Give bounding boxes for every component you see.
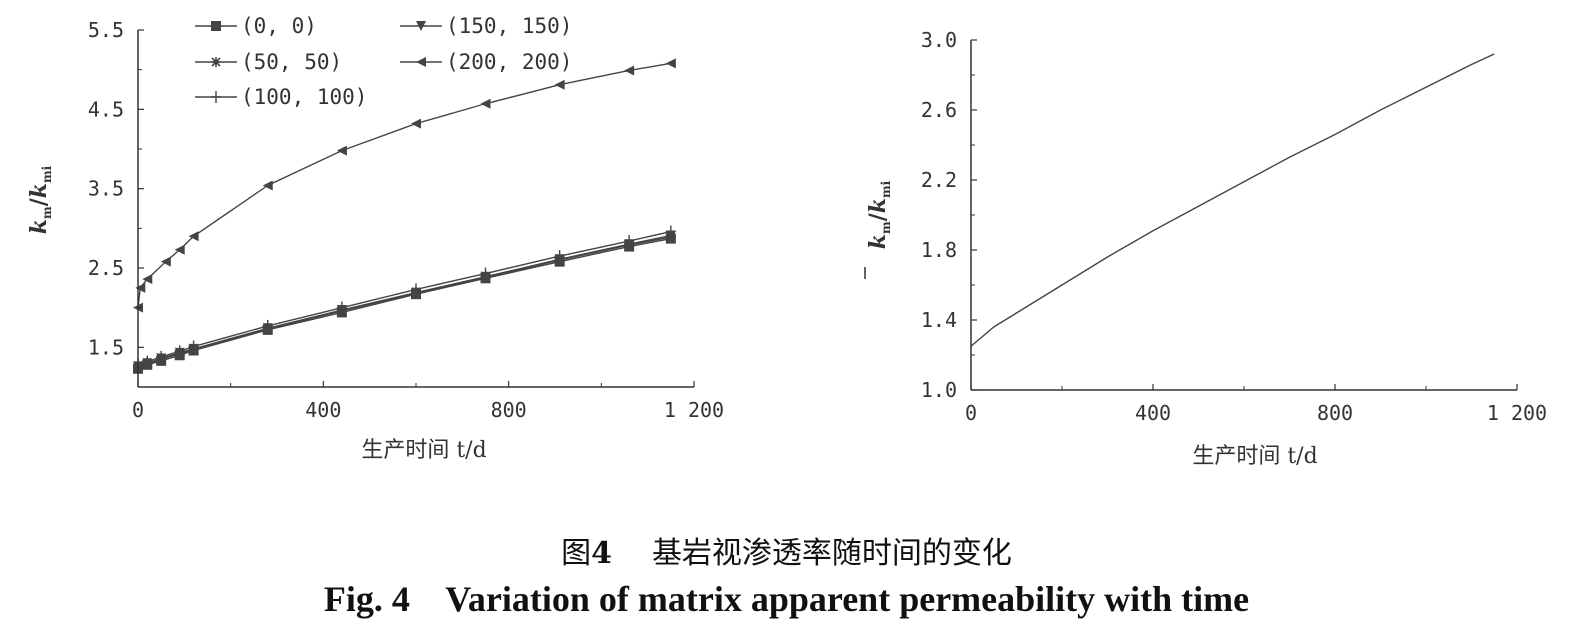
caption-english: Fig. 4 Variation of matrix apparent perm… [0,578,1573,620]
x-axis-title: 生产时间 t/d [1192,444,1317,469]
data-point [188,231,199,242]
data-point [135,282,146,293]
data-point [336,145,347,156]
series-plus [133,225,676,371]
y-axis-title: km/kmi [26,165,54,234]
y-axis-title-k2: k [26,183,52,198]
legend-item: (100, 100) [195,85,367,109]
series-line [137,237,671,370]
x-tick-label: 800 [1317,401,1353,425]
x-tick-label: 400 [1135,401,1171,425]
y-axis-title-sub2: mi [40,165,54,183]
data-point [142,355,153,368]
caption-chinese: 图4 基岩视渗透率随时间的变化 [0,528,1573,572]
series-asterisk [133,232,676,373]
series-triangle-down [133,230,676,372]
series-square [133,233,676,374]
y-tick-label: 2.5 [88,256,124,280]
data-point [262,319,273,332]
caption-zh-text: 基岩视渗透率随时间的变化 [651,536,1012,571]
legend-label: (100, 100) [241,85,367,109]
legend: (0, 0) (150, 150) (50, 50) (200, 200) (100, … [195,14,572,109]
data-point [665,225,676,238]
data-point [174,244,185,255]
legend-marker [211,57,221,67]
legend-marker [211,91,221,103]
data-point [336,301,347,314]
axes: 0 400 800 1 200 1.0 1.4 1.8 2.2 2.6 3.0 [921,28,1547,425]
y-tick-label: 1.5 [88,335,124,359]
legend-marker [211,21,221,31]
y-axis-title-k2: k [865,198,891,213]
x-tick-label: 0 [965,401,977,425]
svg-text:km/kmi: km/kmi [26,165,54,234]
y-axis-title-slash: / [865,212,891,221]
y-tick-label: 3.0 [921,28,957,52]
data-point [160,256,171,267]
figure-canvas: (0, 0) (150, 150) (50, 50) (200, 200) (100, … [26,14,1547,469]
y-tick-label: 3.5 [88,177,124,201]
plot-area [970,53,1495,347]
y-axis-title: km/kmi [864,180,893,279]
legend-label: (0, 0) [241,14,317,38]
y-axis-title-k: k [26,219,52,234]
y-axis-title-sub: m [40,206,54,219]
y-axis-title-k: k [865,234,891,249]
legend-label: (50, 50) [241,50,342,74]
series-line [137,230,671,366]
y-tick-label: 1.4 [921,308,957,332]
legend-label: (150, 150) [446,14,572,38]
caption-en-text: Fig. 4 Variation of matrix apparent perm… [323,579,1250,619]
legend-item: (150, 150) [400,14,572,38]
y-axis-title-slash: / [26,197,52,206]
legend-item: (200, 200) [400,50,572,74]
series-line [137,236,672,368]
y-tick-label: 1.8 [921,238,957,262]
x-tick-label: 400 [305,398,341,422]
caption-zh-prefix: 图 [561,536,592,571]
data-point [262,180,273,191]
plot-area [133,58,676,374]
y-tick-label: 4.5 [88,97,124,121]
series-line [970,53,1495,347]
y-tick-label: 2.6 [921,98,957,122]
x-tick-label: 0 [132,398,144,422]
legend-item: (0, 0) [195,14,317,38]
x-axis-title: 生产时间 t/d [361,438,486,463]
data-point [188,340,199,353]
data-point [554,250,565,263]
y-tick-label: 5.5 [88,18,124,42]
data-point [411,118,421,129]
data-point [156,350,167,363]
legend-label: (200, 200) [446,50,572,74]
y-axis-title-sub: m [879,221,893,234]
y-tick-label: 1.0 [921,378,957,402]
x-tick-label: 1 200 [1487,401,1547,425]
data-point [665,58,676,69]
y-tick-label: 2.2 [921,168,957,192]
data-point [174,345,185,358]
y-axis-title-sub2: mi [879,180,893,198]
svg-text:km/kmi: km/kmi [865,180,893,249]
data-point [624,65,635,76]
data-point [624,235,635,248]
data-point [480,98,491,109]
axes: 0 400 800 1 200 1.5 2.5 3.5 4.5 5.5 [88,18,724,422]
data-point [411,283,421,296]
x-tick-label: 800 [491,398,527,422]
legend-marker [416,21,426,31]
series-triangle-left [133,58,676,313]
legend-marker [416,57,426,67]
data-point [554,79,565,90]
series-line [137,62,671,308]
data-point [142,274,153,285]
left-chart: (0, 0) (150, 150) (50, 50) (200, 200) (100, … [26,14,724,463]
x-tick-label: 1 200 [664,398,724,422]
data-point [480,267,491,280]
legend-item: (50, 50) [195,50,342,74]
caption-zh-number: 4 [591,536,612,571]
